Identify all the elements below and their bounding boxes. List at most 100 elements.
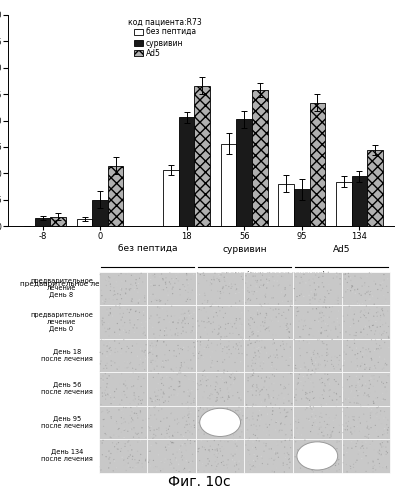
Bar <box>194 86 210 226</box>
Point <box>114 448 120 456</box>
Point <box>317 360 324 368</box>
Point <box>320 303 326 311</box>
Point <box>100 436 106 444</box>
Point <box>293 438 299 446</box>
Point <box>210 318 217 326</box>
Point <box>379 390 386 398</box>
Point <box>350 316 356 324</box>
Point <box>380 464 386 471</box>
Point <box>198 428 205 436</box>
Point <box>373 410 379 418</box>
Point <box>259 318 266 326</box>
Point <box>257 310 263 318</box>
Point <box>114 321 120 329</box>
Point <box>261 318 268 326</box>
FancyBboxPatch shape <box>147 439 196 472</box>
Point <box>133 282 139 290</box>
Point <box>116 326 123 334</box>
Point <box>349 284 355 292</box>
Point <box>365 460 371 468</box>
Point <box>245 376 251 384</box>
Point <box>226 338 232 345</box>
Point <box>212 275 219 283</box>
Point <box>197 333 204 341</box>
Point <box>214 341 220 349</box>
Point <box>131 424 137 432</box>
Point <box>148 298 155 306</box>
Point <box>128 306 134 314</box>
Point <box>230 330 236 338</box>
Point <box>321 298 327 306</box>
Point <box>263 310 269 318</box>
Point <box>311 444 317 452</box>
Point <box>127 374 133 382</box>
Point <box>252 360 259 368</box>
Point <box>142 332 148 340</box>
Point <box>244 401 250 409</box>
Point <box>286 454 293 462</box>
Point <box>230 436 236 444</box>
Point <box>253 352 259 360</box>
Point <box>333 378 339 386</box>
Point <box>153 415 160 423</box>
Point <box>328 286 334 294</box>
Point <box>367 440 373 448</box>
Point <box>137 345 144 353</box>
Point <box>334 314 340 322</box>
Point <box>252 349 258 357</box>
Point <box>351 310 357 318</box>
Point <box>265 322 272 330</box>
Point <box>208 386 214 394</box>
Point <box>349 382 355 390</box>
Point <box>186 466 192 474</box>
Point <box>326 392 333 400</box>
Point <box>127 289 134 297</box>
Point <box>132 308 139 316</box>
Point <box>263 431 269 439</box>
Point <box>137 467 143 475</box>
Point <box>111 388 118 396</box>
Point <box>277 322 283 330</box>
Point <box>126 308 133 316</box>
FancyBboxPatch shape <box>147 338 196 372</box>
Point <box>307 388 313 396</box>
Point <box>215 390 222 398</box>
Point <box>122 359 129 367</box>
Point <box>219 442 225 450</box>
Point <box>133 286 139 294</box>
Point <box>277 342 284 349</box>
Point <box>321 437 328 445</box>
Point <box>308 428 315 436</box>
Point <box>377 410 383 418</box>
Point <box>306 331 312 339</box>
Point <box>186 375 192 383</box>
Point <box>255 412 261 420</box>
Point <box>271 339 277 347</box>
Point <box>311 383 317 391</box>
Point <box>323 326 330 334</box>
Point <box>220 336 226 344</box>
Point <box>306 324 313 332</box>
Point <box>160 286 167 294</box>
Point <box>341 422 347 430</box>
Point <box>378 407 384 415</box>
Point <box>209 359 215 367</box>
Point <box>208 278 215 286</box>
Point <box>125 338 131 345</box>
Point <box>313 421 319 429</box>
Point <box>280 340 287 348</box>
Point <box>148 367 154 375</box>
Point <box>307 374 313 382</box>
Point <box>249 412 256 420</box>
Point <box>363 468 369 475</box>
Point <box>303 279 309 287</box>
Point <box>186 410 192 418</box>
Point <box>107 350 113 358</box>
Point <box>367 270 373 278</box>
Point <box>197 353 203 361</box>
Point <box>374 412 380 420</box>
Point <box>105 320 112 328</box>
Point <box>263 440 269 448</box>
Point <box>152 338 158 346</box>
Point <box>256 388 262 396</box>
